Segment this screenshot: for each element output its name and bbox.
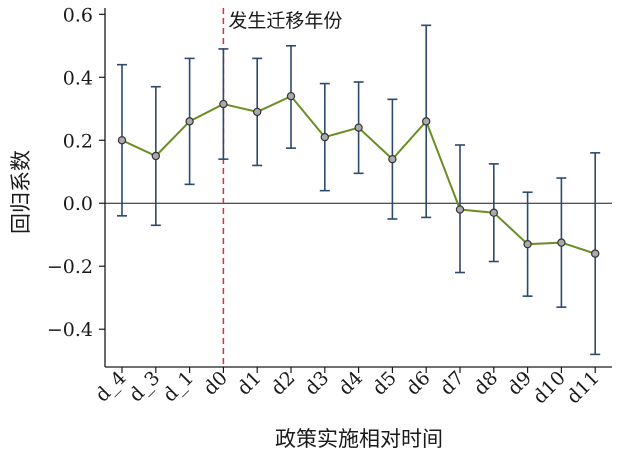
data-point — [117, 136, 127, 145]
x-tick-label: d7 — [436, 367, 469, 400]
y-axis: −0.4 −0.2 0.0 0.2 0.4 0.6 — [47, 4, 105, 341]
x-tick-label: d4 — [334, 367, 367, 400]
x-tick-label: d_4 — [91, 367, 130, 406]
error-bars — [117, 24, 601, 356]
data-point — [354, 123, 363, 132]
x-tick-label: d10 — [529, 367, 570, 408]
data-point — [523, 239, 532, 249]
y-tick-label: 0.4 — [63, 67, 93, 89]
data-point — [489, 208, 498, 217]
x-tick-label: d6 — [402, 367, 435, 400]
data-point — [253, 107, 262, 117]
x-tick-label: d0 — [199, 367, 232, 400]
event-label: 发生迁移年份 — [228, 10, 342, 32]
data-point — [591, 249, 600, 258]
data-point — [286, 91, 296, 101]
x-tick-label: d3 — [301, 367, 334, 400]
x-tick-label: d11 — [562, 367, 603, 408]
x-tick-label: d1 — [233, 367, 266, 400]
event-marker: 发生迁移年份 — [222, 8, 342, 367]
x-tick-label: d_3 — [125, 367, 164, 406]
y-axis-title: 回归系数 — [9, 150, 33, 234]
plot-area — [104, 8, 612, 368]
data-point — [388, 154, 397, 164]
x-tick-label: d_1 — [159, 367, 198, 406]
x-tick-label: d8 — [470, 367, 503, 400]
x-tick-label: d2 — [267, 367, 300, 400]
y-tick-label: 0.2 — [63, 130, 93, 152]
y-tick-label: 0.0 — [63, 193, 93, 215]
x-tick-label: d5 — [368, 367, 401, 400]
data-point — [219, 99, 228, 109]
data-points — [117, 91, 600, 258]
x-axis-title: 政策实施相对时间 — [275, 427, 443, 451]
data-point — [320, 132, 329, 142]
y-tick-label: 0.6 — [63, 4, 93, 26]
y-tick-label: −0.2 — [47, 256, 93, 278]
data-point — [185, 117, 194, 126]
data-point — [422, 117, 431, 126]
data-point — [557, 238, 566, 247]
data-point — [455, 205, 465, 214]
data-point — [151, 151, 160, 161]
y-tick-label: −0.4 — [47, 319, 93, 341]
